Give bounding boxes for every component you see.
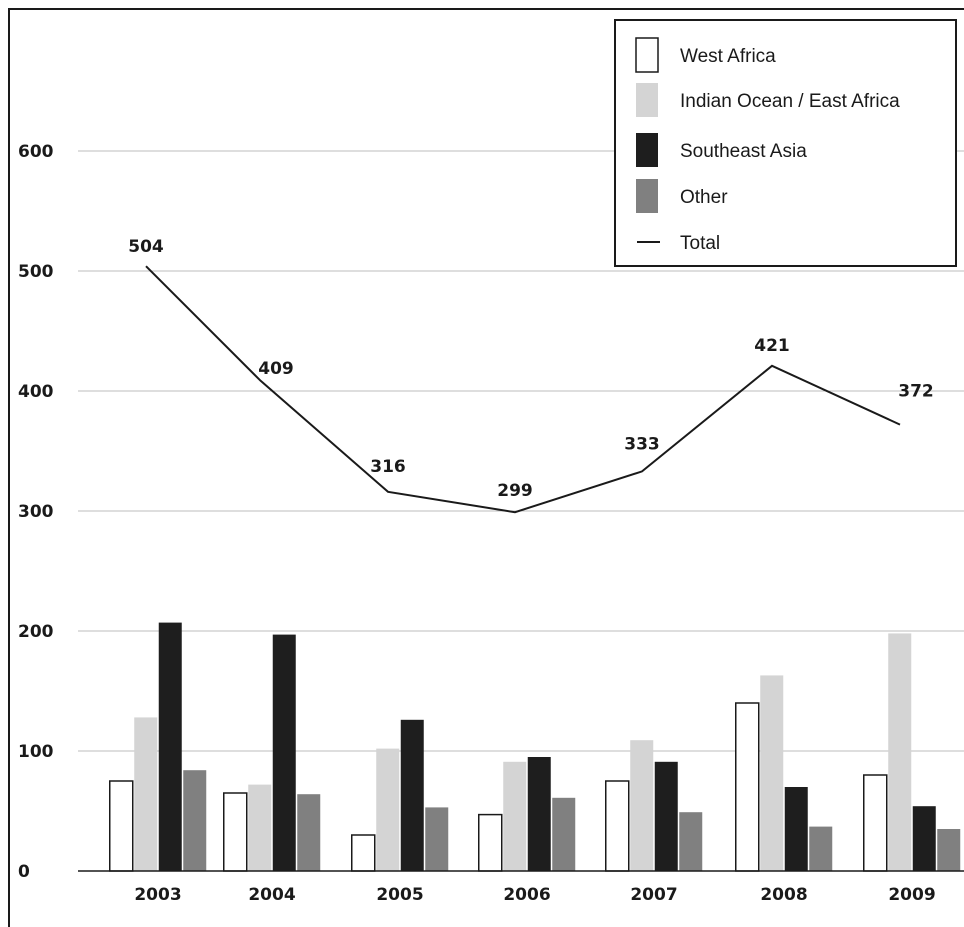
bar xyxy=(376,748,400,871)
bar xyxy=(223,792,248,872)
legend-frame xyxy=(614,19,957,267)
legend-label: Indian Ocean / East Africa xyxy=(680,91,900,112)
bar xyxy=(400,719,424,871)
bar xyxy=(109,780,134,872)
legend-swatch xyxy=(636,83,658,117)
legend-swatch xyxy=(636,133,658,167)
x-tick-label: 2006 xyxy=(503,885,550,905)
bar xyxy=(425,807,449,871)
bar xyxy=(351,834,376,872)
bar xyxy=(527,757,551,871)
bar xyxy=(272,634,296,871)
bar xyxy=(134,717,158,871)
y-tick-label: 100 xyxy=(18,742,54,762)
legend-label: Other xyxy=(680,187,728,208)
legend-swatch xyxy=(636,179,658,213)
bar xyxy=(552,797,576,871)
x-tick-label: 2003 xyxy=(134,885,181,905)
x-tick-label: 2005 xyxy=(376,885,423,905)
bar xyxy=(605,780,630,872)
total-data-label: 372 xyxy=(898,382,934,402)
x-tick-label: 2008 xyxy=(760,885,807,905)
bar xyxy=(863,774,888,872)
x-tick-label: 2004 xyxy=(248,885,295,905)
x-tick-label: 2007 xyxy=(630,885,677,905)
y-tick-label: 200 xyxy=(18,622,54,642)
bar xyxy=(735,702,760,872)
legend-label: West Africa xyxy=(680,46,776,67)
bar xyxy=(183,770,207,871)
axis-layer: 0 100 200 300 400 500 600 2003 2004 2005 2006 2007 2… xyxy=(18,142,964,905)
bar xyxy=(654,761,678,871)
legend-label: Total xyxy=(680,233,720,254)
bar xyxy=(937,829,961,871)
y-tick-label: 0 xyxy=(18,862,30,882)
line-layer: 504 409 316 299 333 421 372 xyxy=(128,237,934,514)
y-tick-label: 400 xyxy=(18,382,54,402)
y-tick-label: 500 xyxy=(18,262,54,282)
bar xyxy=(630,740,654,871)
x-tick-label: 2009 xyxy=(888,885,935,905)
total-data-label: 316 xyxy=(370,457,406,477)
total-data-label: 409 xyxy=(258,359,294,379)
total-data-label: 299 xyxy=(497,481,533,501)
total-data-label: 333 xyxy=(624,434,660,454)
y-tick-label: 600 xyxy=(18,142,54,162)
bar xyxy=(912,806,936,871)
bar xyxy=(679,812,703,871)
y-tick-label: 300 xyxy=(18,502,54,522)
bar xyxy=(158,622,182,871)
bar xyxy=(478,813,503,872)
bar xyxy=(297,794,321,871)
bar xyxy=(503,761,527,871)
chart-frame xyxy=(8,8,964,927)
bar xyxy=(248,784,272,871)
legend: West Africa Indian Ocean / East Africa Sou… xyxy=(614,19,957,267)
bar xyxy=(888,633,912,871)
legend-swatch xyxy=(635,37,659,73)
bars-layer xyxy=(109,622,961,872)
bar xyxy=(760,675,784,871)
total-data-label: 421 xyxy=(754,336,790,356)
bar xyxy=(809,826,833,871)
legend-label: Southeast Asia xyxy=(680,141,807,162)
total-data-label: 504 xyxy=(128,237,164,257)
total-line xyxy=(145,265,901,514)
bar xyxy=(784,787,808,871)
